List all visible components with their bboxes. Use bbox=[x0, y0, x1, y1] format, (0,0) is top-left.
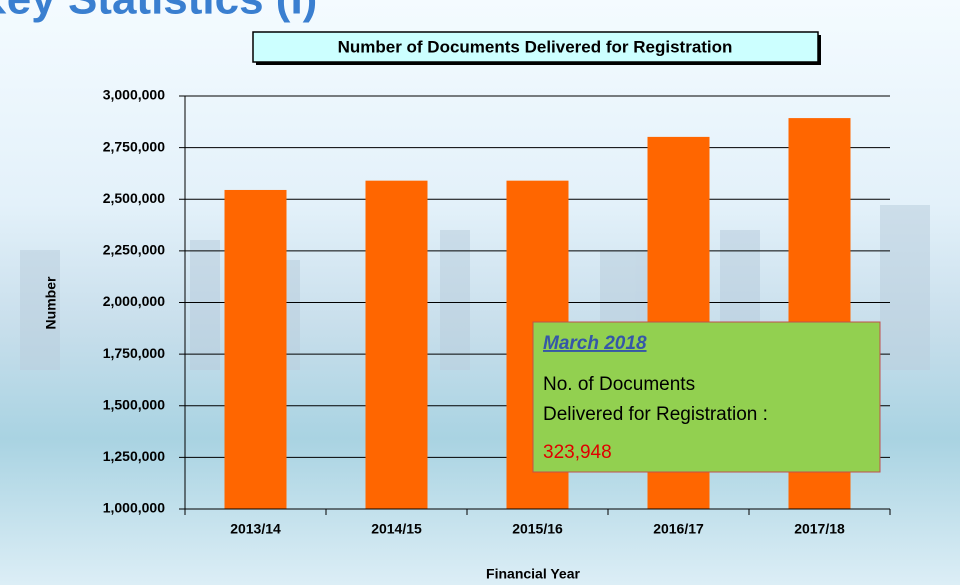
y-tick-label: 1,750,000 bbox=[103, 345, 165, 361]
y-tick-label: 1,000,000 bbox=[103, 500, 165, 516]
annotation-heading: March 2018 bbox=[543, 333, 647, 354]
x-axis-label: Financial Year bbox=[486, 566, 580, 582]
chart-title: Number of Documents Delivered for Regist… bbox=[338, 37, 733, 56]
y-tick-label: 2,250,000 bbox=[103, 242, 165, 258]
y-tick-label: 1,500,000 bbox=[103, 396, 165, 412]
y-tick-label: 3,000,000 bbox=[103, 87, 165, 103]
annotation-line: No. of Documents bbox=[543, 374, 695, 395]
x-tick-label: 2017/18 bbox=[794, 521, 845, 537]
slide-title: Key Statistics (I) bbox=[0, 0, 317, 24]
x-tick-label: 2016/17 bbox=[653, 521, 704, 537]
bar bbox=[366, 181, 428, 509]
annotation-line: Delivered for Registration : bbox=[543, 404, 768, 425]
x-tick-label: 2015/16 bbox=[512, 521, 563, 537]
x-tick-label: 2013/14 bbox=[230, 521, 281, 537]
slide: Key Statistics (I) Number of Documents D… bbox=[0, 0, 960, 585]
y-axis-label: Number bbox=[43, 276, 59, 329]
y-tick-label: 2,500,000 bbox=[103, 190, 165, 206]
x-tick-label: 2014/15 bbox=[371, 521, 422, 537]
y-tick-label: 1,250,000 bbox=[103, 448, 165, 464]
y-tick-label: 2,000,000 bbox=[103, 293, 165, 309]
annotation-value: 323,948 bbox=[543, 442, 612, 463]
bar bbox=[225, 190, 287, 509]
y-tick-label: 2,750,000 bbox=[103, 138, 165, 154]
